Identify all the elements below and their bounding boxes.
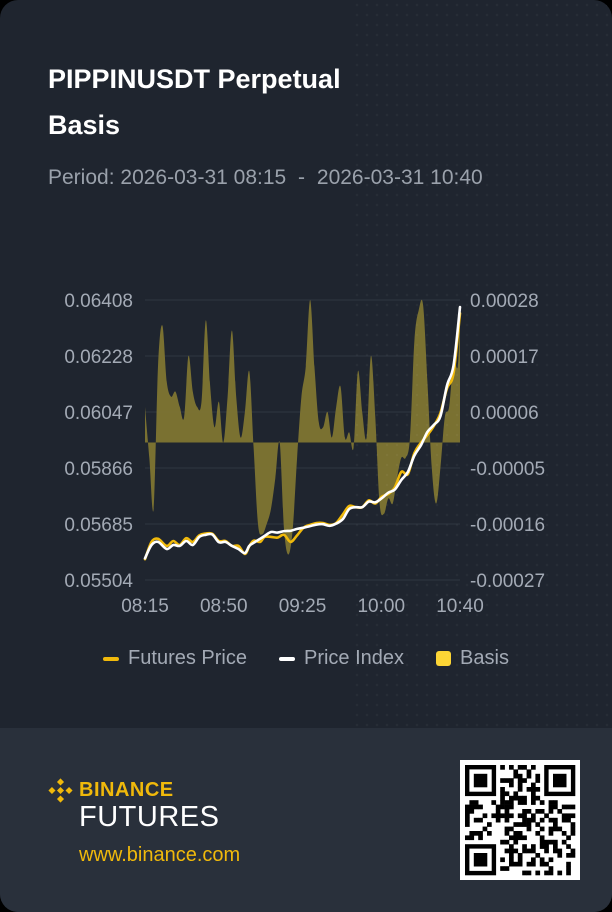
period-start: 2026-03-31 08:15 [120,166,287,189]
x-tick-label: 10:40 [436,596,484,617]
price-index-line [143,305,462,560]
brand-block: BINANCE FUTURES www.binance.com [48,778,240,867]
legend-swatch-futures [103,656,120,661]
basis-chart: 0.06408 0.00028 0.06228 0.00017 0.06047 0.000… [64,291,545,617]
legend-item-index: Price Index [278,647,405,670]
y-left-tick-label: 0.05504 [64,571,133,592]
brand-name: BINANCE [79,779,174,801]
legend-item-basis: Basis [436,647,509,670]
chart-legend: Futures Price Price Index Basis [0,647,612,670]
brand-top: BINANCE [48,778,240,803]
period-range: Period: 2026-03-31 08:15 - 2026-03-31 10… [48,166,483,190]
basis-area [145,299,460,555]
legend-swatch-basis [436,651,452,666]
legend-swatch-index [278,656,295,661]
y-left-tick-label: 0.06408 [64,291,133,312]
y-left-tick-label: 0.05685 [64,515,133,536]
qr-code [460,760,580,880]
title-metric: Basis [48,110,121,140]
period-separator: - [298,166,306,189]
x-tick-label: 10:00 [357,596,405,617]
y-left-tick-label: 0.05866 [64,459,133,480]
brand-url[interactable]: www.binance.com [79,844,241,866]
y-right-tick-label: -0.00016 [470,515,545,536]
x-tick-label: 09:25 [279,596,327,617]
period-label: Period: [48,166,115,189]
footer: BINANCE FUTURES www.binance.com [0,728,612,912]
brand-product: FUTURES [79,801,220,833]
x-tick-label: 08:50 [200,596,248,617]
legend-item-futures: Futures Price [103,647,247,670]
binance-logo-icon [48,778,73,803]
page-title: PIPPINUSDT Perpetual Basis [48,56,341,148]
legend-label-futures: Futures Price [128,647,247,669]
y-left-tick-label: 0.06047 [64,403,133,424]
y-right-tick-label: -0.00027 [470,571,545,592]
period-end: 2026-03-31 10:40 [316,166,483,189]
y-left-tick-label: 0.06228 [64,347,133,368]
y-right-tick-label: -0.00005 [470,459,545,480]
legend-label-index: Price Index [303,647,405,669]
y-right-tick-label: 0.00006 [470,403,539,424]
y-right-tick-label: 0.00017 [470,347,539,368]
legend-label-basis: Basis [460,647,509,669]
y-right-tick-label: 0.00028 [470,291,539,312]
x-tick-label: 08:15 [121,596,169,617]
title-symbol: PIPPINUSDT Perpetual [48,64,341,94]
